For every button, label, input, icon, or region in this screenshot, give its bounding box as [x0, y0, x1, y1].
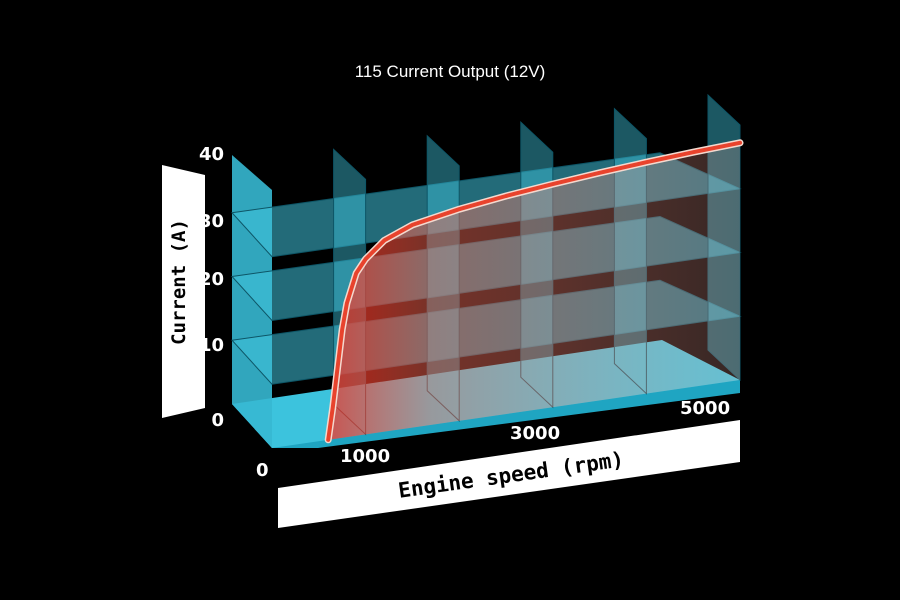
y-tick-30: 30	[199, 211, 224, 232]
data-point-5	[355, 272, 358, 274]
x-tick-0: 0	[256, 460, 269, 481]
x-axis-label-panel	[278, 420, 740, 528]
y-axis-label-panel	[162, 165, 205, 418]
data-point-8	[411, 224, 414, 226]
x-tick-3000: 3000	[510, 423, 560, 444]
y-tick-40: 40	[199, 144, 224, 165]
y-tick-0: 0	[211, 410, 224, 431]
data-point-14	[692, 151, 694, 153]
data-point-11	[552, 183, 554, 185]
data-point-7	[383, 239, 386, 242]
chart-title: 115 Current Output (12V)	[354, 62, 546, 81]
y-axis-label: Current (A)	[168, 219, 190, 345]
curve-layer	[324, 139, 744, 444]
y-tick-10: 10	[199, 335, 224, 356]
data-point-0	[327, 439, 329, 441]
data-point-6	[364, 258, 367, 260]
y-tick-20: 20	[199, 269, 224, 290]
area-under-curve	[328, 142, 740, 440]
data-point-2	[336, 367, 339, 370]
data-point-3	[341, 328, 344, 331]
series-line	[326, 140, 742, 442]
data-point-15	[739, 142, 741, 144]
data-point-1	[332, 406, 334, 409]
x-tick-1000: 1000	[340, 446, 390, 467]
x-tick-5000: 5000	[680, 398, 730, 419]
data-point-9	[458, 208, 461, 210]
data-point-4	[346, 302, 348, 305]
data-point-13	[645, 161, 648, 163]
data-point-10	[505, 195, 507, 197]
data-point-12	[598, 172, 601, 174]
heat-region	[328, 142, 740, 440]
